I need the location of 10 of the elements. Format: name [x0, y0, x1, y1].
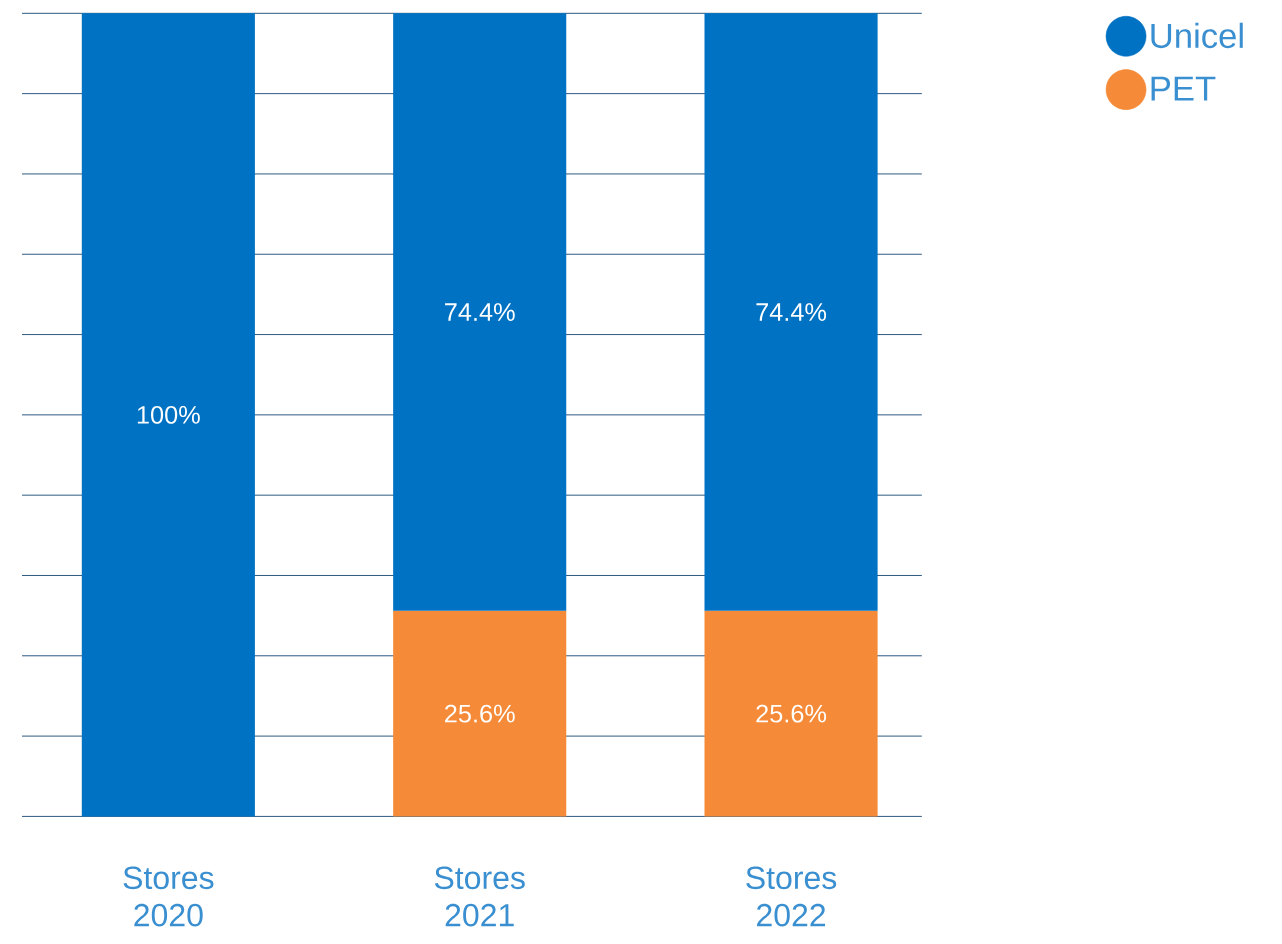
data-label: 74.4%: [756, 302, 827, 321]
data-label: 25.6%: [756, 704, 827, 723]
x-tick-label: Stores 2021: [434, 866, 525, 927]
x-tick-label: Stores 2022: [746, 866, 837, 927]
data-label: 25.6%: [445, 704, 515, 723]
data-label: 100%: [137, 405, 200, 424]
x-tick-label: Stores 2020: [123, 866, 214, 927]
data-label: 74.4%: [445, 302, 515, 321]
legend-label: Unicel: [1151, 22, 1243, 48]
legend-label: PET: [1151, 76, 1216, 101]
